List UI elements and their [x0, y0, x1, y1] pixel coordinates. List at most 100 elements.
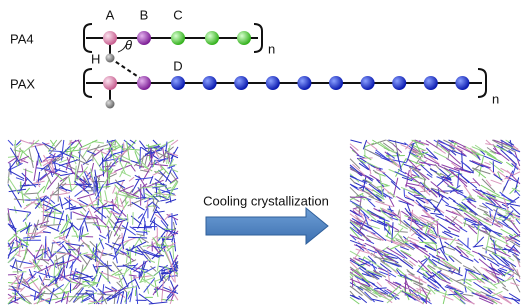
chain-segment	[174, 238, 176, 252]
process-arrow	[206, 208, 328, 244]
chain-segment	[404, 188, 405, 197]
chain-segment	[431, 199, 440, 203]
chain-segment	[47, 175, 59, 190]
chain-segment	[93, 264, 97, 272]
chain-segment	[350, 140, 361, 143]
chain-segment	[121, 172, 131, 177]
chain-segment	[132, 202, 145, 210]
chain-segment	[59, 160, 67, 163]
bead	[171, 31, 185, 45]
bead	[106, 100, 115, 109]
chain-segment	[8, 170, 9, 184]
chain-segment	[88, 145, 108, 151]
chain-segment	[60, 196, 63, 208]
chain-segment	[506, 245, 519, 253]
chain-segment	[9, 209, 30, 212]
chain-segment	[155, 151, 159, 158]
chain-segment	[129, 177, 134, 181]
chain-segment	[102, 205, 103, 222]
chain-segment	[20, 225, 32, 232]
chain-segment	[466, 252, 474, 256]
chain-segment	[99, 235, 106, 239]
arrow-label: Cooling crystallization	[203, 193, 329, 208]
chain-segment	[93, 224, 107, 226]
chain-segment	[516, 279, 520, 282]
chain-segment	[482, 228, 503, 235]
chain-segment	[86, 290, 92, 291]
chain-segment	[500, 192, 514, 203]
chain-segment	[23, 169, 32, 173]
chain-segment	[357, 158, 373, 159]
chain-segment	[26, 248, 34, 257]
chain-segment	[162, 188, 178, 192]
chain-segment	[431, 182, 445, 194]
chain-segment	[372, 226, 380, 229]
chain-segment	[56, 175, 69, 189]
chain-segment	[51, 246, 63, 257]
label-b: B	[140, 7, 149, 22]
chain-segment	[75, 231, 78, 238]
chain-segment	[464, 185, 472, 196]
chain-segment	[350, 144, 358, 151]
chain-segment	[434, 229, 438, 237]
bead	[103, 76, 117, 90]
chain-segment	[126, 292, 127, 304]
chain-segment	[480, 254, 494, 259]
chain-segment	[122, 225, 136, 235]
chain-segment	[374, 288, 387, 289]
chain-segment	[437, 140, 438, 148]
chain-segment	[460, 227, 468, 231]
chain-segment	[364, 292, 374, 302]
chain-segment	[77, 194, 95, 199]
label-a: A	[106, 7, 115, 22]
chain-segment	[401, 187, 414, 193]
bead	[237, 31, 251, 45]
chain-segment	[350, 187, 361, 198]
bead	[203, 76, 217, 90]
chain-segment	[503, 287, 509, 291]
chain-segment	[386, 156, 405, 157]
chain-segment	[38, 172, 40, 183]
chain-segment	[135, 175, 142, 178]
chain-segment	[97, 174, 104, 177]
chain-segment	[388, 140, 406, 144]
chain-segment	[437, 246, 446, 250]
chain-segment	[449, 270, 463, 276]
chain-segment	[126, 250, 127, 262]
chain-segment	[113, 186, 116, 193]
chain-segment	[25, 188, 29, 193]
label-h: H	[91, 51, 100, 66]
chain-segment	[128, 237, 147, 238]
chain-segment	[41, 293, 50, 294]
chain-segment	[77, 219, 98, 220]
chain-segment	[508, 257, 514, 261]
chain-segment	[477, 208, 487, 213]
chain-segment	[494, 174, 503, 180]
chain-segment	[109, 170, 110, 183]
chain-segment	[365, 149, 380, 156]
chain-segment	[136, 285, 137, 304]
bead	[361, 76, 375, 90]
chain-segment	[139, 294, 153, 304]
chain-segment	[20, 140, 30, 143]
chain-segment	[440, 237, 459, 241]
chain-segment	[376, 201, 393, 207]
snapshot-amorphous	[8, 140, 178, 304]
chain-segment	[138, 214, 143, 219]
chain-segment	[395, 231, 408, 232]
chain-segment	[136, 231, 147, 232]
chain-segment	[456, 243, 462, 246]
chain-segment	[416, 200, 428, 212]
chain-segment	[398, 209, 400, 215]
chain-segment	[130, 271, 132, 286]
chain-segment	[34, 271, 55, 277]
chain-segment	[352, 278, 353, 287]
snapshot-crystalline	[350, 140, 520, 304]
chain-segment	[19, 191, 31, 200]
chain-segment	[167, 148, 169, 164]
bead	[266, 76, 280, 90]
chain-segment	[122, 222, 127, 241]
figure: PA4 PAX A B C D H θ n n Cooling crystall…	[0, 0, 521, 308]
chain-segment	[154, 270, 160, 275]
bead	[297, 76, 311, 90]
